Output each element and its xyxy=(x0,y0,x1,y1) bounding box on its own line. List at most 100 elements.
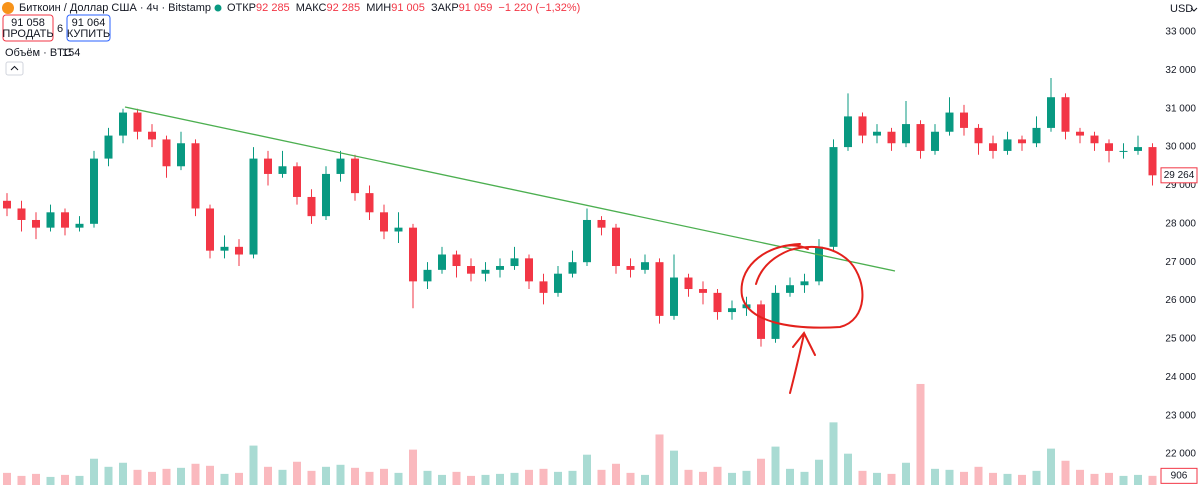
candle-body xyxy=(1032,127,1041,144)
volume-bar xyxy=(380,468,388,485)
candle-body xyxy=(641,262,649,270)
y-tick-label: 24 000 xyxy=(1165,372,1196,383)
sell-price[interactable]: 91 058 xyxy=(11,17,45,29)
candle-body xyxy=(989,143,997,151)
candle-body xyxy=(206,208,214,251)
candle-body xyxy=(61,212,69,228)
volume-bar xyxy=(481,474,490,485)
volume-bar xyxy=(1047,448,1055,485)
candle-body xyxy=(119,112,127,136)
volume-bar xyxy=(162,468,171,485)
volume-bar xyxy=(626,472,635,485)
volume-bar xyxy=(235,472,243,485)
volume-bar xyxy=(1090,473,1099,485)
candle-body xyxy=(1134,147,1142,151)
volume-bar xyxy=(670,450,678,485)
volume-bar xyxy=(510,472,519,485)
change: −1 220 (−1,32%) xyxy=(498,2,580,14)
candle-body xyxy=(1076,131,1084,136)
candle-body xyxy=(974,127,983,144)
volume-bar xyxy=(655,434,664,485)
candle-body xyxy=(264,158,272,174)
candle-body xyxy=(858,116,867,136)
sell-label[interactable]: ПРОДАТЬ xyxy=(2,28,53,40)
candle-body xyxy=(307,196,316,217)
volume-bar xyxy=(264,466,272,485)
candle-body xyxy=(815,246,823,282)
candle-body xyxy=(351,158,359,194)
buy-price[interactable]: 91 064 xyxy=(72,17,106,29)
candle-body xyxy=(235,246,243,255)
candle-body xyxy=(75,223,84,228)
volume-bar xyxy=(960,471,968,485)
candle-body xyxy=(496,266,504,270)
candle-body xyxy=(278,166,287,174)
candle-body xyxy=(1148,147,1157,176)
volume-bar xyxy=(1018,474,1026,485)
candle-body xyxy=(177,143,185,167)
volume-bar xyxy=(1032,470,1041,485)
ohlc-value: 92 285 xyxy=(326,2,360,14)
volume-bar xyxy=(989,472,997,485)
y-tick-label: 26 000 xyxy=(1165,295,1196,306)
candle-body xyxy=(829,147,838,247)
buy-label[interactable]: КУПИТЬ xyxy=(67,28,110,40)
volume-bar xyxy=(17,475,26,485)
ohlc-label: МАКС xyxy=(296,2,327,14)
candle-body xyxy=(380,212,388,232)
candle-body xyxy=(1090,135,1099,144)
candle-body xyxy=(684,277,693,290)
volume-bar xyxy=(104,466,113,485)
buy-button[interactable] xyxy=(66,14,111,42)
candle-body xyxy=(597,219,606,228)
candle-body xyxy=(32,219,40,228)
candle-body xyxy=(945,112,954,132)
currency[interactable]: USD xyxy=(1170,3,1193,15)
last-price-box xyxy=(1160,167,1198,184)
candle-body xyxy=(655,262,664,316)
volume-bar xyxy=(902,462,910,485)
coin-icon xyxy=(2,2,14,14)
candle-body xyxy=(916,124,925,151)
volume-bar xyxy=(699,471,707,485)
volume-bar xyxy=(1061,460,1070,485)
candle-body xyxy=(394,227,403,232)
volume-bar xyxy=(539,468,548,485)
volume-bar xyxy=(844,453,852,485)
volume-bar xyxy=(438,474,446,485)
volume-bar xyxy=(1105,472,1113,485)
candle-body xyxy=(293,166,301,197)
collapse-button[interactable] xyxy=(5,61,24,76)
volume-bar xyxy=(641,474,649,485)
y-tick-label: 30 000 xyxy=(1165,142,1196,153)
volume-bar xyxy=(1148,475,1157,485)
hand-annotation xyxy=(740,243,864,394)
volume-bar xyxy=(612,463,620,485)
ohlc-label: МИН xyxy=(366,2,391,14)
y-tick-label: 29 000 xyxy=(1165,180,1196,191)
ohlc-value: 91 059 xyxy=(459,2,493,14)
volume-bar xyxy=(452,471,461,485)
candle-body xyxy=(365,193,374,213)
volume-bar xyxy=(177,467,185,485)
volume-bar xyxy=(1003,473,1012,485)
candle-body xyxy=(249,158,258,255)
candle-body xyxy=(525,258,533,282)
candle-body xyxy=(1018,139,1026,144)
y-tick-label: 28 000 xyxy=(1165,218,1196,229)
candle-body xyxy=(931,131,939,151)
candle-body xyxy=(786,285,794,293)
candle-body xyxy=(626,266,635,270)
y-tick-label: 23 000 xyxy=(1165,410,1196,421)
volume-bar xyxy=(873,472,881,485)
sell-button[interactable] xyxy=(2,14,54,42)
candle-body xyxy=(902,124,910,144)
candle-body xyxy=(844,116,852,148)
volume-bar xyxy=(409,449,417,485)
candle-body xyxy=(1003,139,1012,151)
volume-bar xyxy=(786,468,794,485)
volume-bar xyxy=(815,459,823,485)
volume-bar xyxy=(1134,474,1142,485)
volume-bar xyxy=(293,461,301,485)
